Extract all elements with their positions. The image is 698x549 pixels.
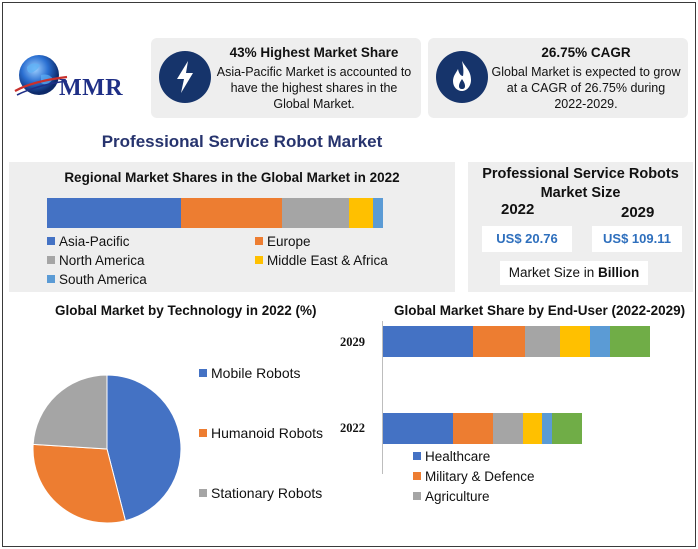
regional-legend-item-europe: Europe — [255, 234, 311, 249]
regional-legend-item-north-america: North America — [47, 253, 145, 268]
legend-label: Europe — [267, 234, 311, 249]
end-user-bar-2022-segment-6 — [552, 413, 582, 444]
end-user-bar-2029-segment-6 — [610, 326, 650, 357]
market-size-2022-value: US$ 20.76 — [482, 226, 572, 252]
legend-swatch — [413, 452, 421, 460]
technology-legend-item-humanoid-robots: Humanoid Robots — [199, 425, 323, 441]
info-title: 26.75% CAGR — [541, 45, 631, 60]
legend-swatch — [199, 369, 207, 377]
technology-chart-title: Global Market by Technology in 2022 (%) — [55, 303, 317, 318]
technology-legend-item-mobile-robots: Mobile Robots — [199, 365, 301, 381]
end-user-bar-2029-segment-4 — [560, 326, 590, 357]
legend-label: Military & Defence — [425, 469, 535, 484]
info-box-cagr: 26.75% CAGR Global Market is expected to… — [428, 38, 688, 118]
end-user-category-2029: 2029 — [340, 335, 365, 349]
end-user-legend-item-healthcare: Healthcare — [413, 449, 490, 464]
legend-swatch — [47, 237, 55, 245]
end-user-axis — [382, 321, 383, 474]
logo-text: MMR — [59, 75, 124, 101]
legend-label: Humanoid Robots — [211, 425, 324, 441]
market-size-title: Professional Service Robots Market Size — [482, 166, 679, 201]
technology-pie-chart — [32, 374, 182, 524]
year-2022-label: 2022 — [501, 201, 535, 218]
legend-label: Stationary Robots — [211, 485, 323, 501]
regional-bar-segment-asia-pacific — [47, 198, 182, 228]
legend-swatch — [413, 472, 421, 480]
legend-swatch — [199, 489, 207, 497]
pie-slice-humanoid-robots — [32, 443, 127, 524]
regional-bar-segment-north-america — [282, 198, 350, 228]
end-user-bar-2022-segment-5 — [542, 413, 552, 444]
regional-bar-segment-south-america — [372, 198, 383, 228]
technology-legend-item-stationary-robots: Stationary Robots — [199, 485, 322, 501]
regional-bar-segment-middle-east-africa — [349, 198, 373, 228]
regional-chart-title: Regional Market Shares in the Global Mar… — [64, 170, 400, 185]
legend-label: Healthcare — [425, 449, 491, 464]
year-2029-label: 2029 — [621, 204, 655, 221]
end-user-legend-item-military-defence: Military & Defence — [413, 469, 535, 484]
regional-stacked-bar — [47, 198, 383, 228]
regional-legend-item-south-america: South America — [47, 272, 147, 287]
pie-slice-stationary-robots — [32, 374, 108, 450]
main-title: Professional Service Robot Market — [101, 132, 383, 151]
globe-icon — [14, 55, 68, 96]
regional-panel: Regional Market Shares in the Global Mar… — [9, 162, 455, 292]
legend-label: Agriculture — [425, 489, 490, 504]
unit-prefix: Market Size in — [508, 265, 599, 280]
legend-label: North America — [59, 253, 145, 268]
flame-icon — [436, 51, 488, 103]
end-user-bar-2022-segment-3 — [493, 413, 523, 444]
legend-swatch — [47, 275, 55, 283]
regional-bar-segment-europe — [181, 198, 283, 228]
lightning-icon — [159, 51, 211, 103]
end-user-legend-item-agriculture: Agriculture — [413, 489, 490, 504]
legend-swatch — [199, 429, 207, 437]
market-size-panel: Professional Service Robots Market Size … — [468, 162, 693, 292]
end-user-bar-2029-segment-5 — [590, 326, 610, 357]
end-user-bar-2029-segment-3 — [525, 326, 560, 357]
end-user-category-2022: 2022 — [340, 421, 365, 435]
info-description: Asia-Pacific Market is accounted to have… — [216, 65, 412, 111]
unit-bold: Billion — [598, 265, 640, 280]
legend-swatch — [255, 256, 263, 264]
regional-legend-item-middle-east-africa: Middle East & Africa — [255, 253, 388, 268]
end-user-bar-2029-segment-2 — [473, 326, 525, 357]
end-user-chart-title: Global Market Share by End-User (2022-20… — [394, 303, 686, 318]
end-user-bar-2022-segment-2 — [453, 413, 493, 444]
legend-swatch — [255, 237, 263, 245]
end-user-bar-2022-segment-4 — [523, 413, 542, 444]
end-user-bar-2022-segment-1 — [383, 413, 453, 444]
end-user-bar-2029-segment-1 — [383, 326, 473, 357]
info-title: 43% Highest Market Share — [229, 45, 399, 60]
logo: MMR — [13, 51, 143, 111]
legend-label: Mobile Robots — [211, 365, 301, 381]
info-description: Global Market is expected to grow at a C… — [491, 65, 681, 111]
pie-slice-mobile-robots — [106, 374, 182, 522]
info-box-highest-share: 43% Highest Market Share Asia-Pacific Ma… — [151, 38, 421, 118]
legend-label: Asia-Pacific — [59, 234, 130, 249]
legend-label: South America — [59, 272, 147, 287]
market-size-unit: Market Size in Billion — [500, 261, 648, 285]
legend-swatch — [47, 256, 55, 264]
regional-legend-item-asia-pacific: Asia-Pacific — [47, 234, 130, 249]
legend-swatch — [413, 492, 421, 500]
market-size-2029-value: US$ 109.11 — [592, 226, 682, 252]
legend-label: Middle East & Africa — [267, 253, 388, 268]
